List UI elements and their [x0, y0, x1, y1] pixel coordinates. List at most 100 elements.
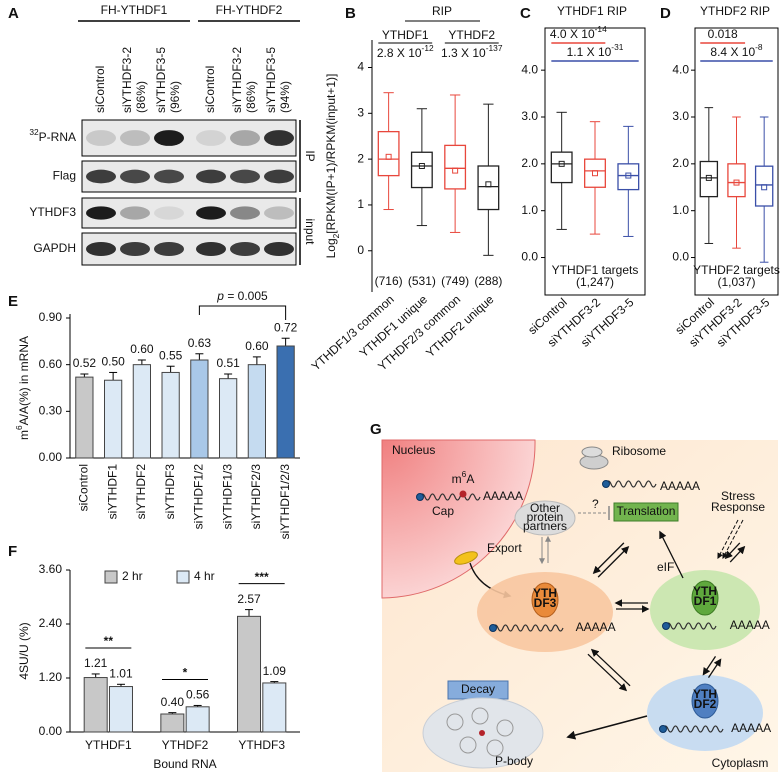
bar [161, 371, 180, 459]
protein [691, 683, 719, 719]
translation-label: Translation [617, 504, 676, 518]
count-label: (288) [474, 274, 502, 288]
y-axis-label: m6A/A(%) in mRNA [14, 336, 31, 440]
comparison-label-part: 8.4 X 10 [710, 45, 755, 59]
bar [160, 713, 185, 733]
comparison-label-part: -14 [595, 24, 607, 34]
p-value-part: 2.8 X 10 [377, 46, 422, 60]
panel-label: A [8, 5, 19, 22]
poly-a: AAAAA [576, 620, 616, 634]
decay-label: Decay [461, 682, 495, 696]
band [120, 130, 150, 146]
y-axis-label-part: m [17, 430, 31, 440]
x-tick-label: siControl [77, 464, 91, 511]
x-tick-label: siYTHDF1/2 [192, 464, 206, 530]
band [230, 169, 260, 184]
x-tick-label: siYTHDF1/2/3 [278, 464, 292, 540]
comparison-label-part: 4.0 X 10 [550, 27, 595, 41]
p-value-part: -12 [422, 43, 434, 53]
band [264, 169, 294, 184]
poly-a: AAAAA [731, 721, 771, 735]
arrow [707, 658, 722, 679]
band [264, 130, 294, 146]
mean [592, 170, 598, 177]
plot-frame [544, 27, 646, 296]
count-label: (531) [408, 274, 436, 288]
nucleus [381, 439, 536, 599]
bar [132, 364, 151, 459]
y-tick-label: 0 [357, 243, 364, 257]
band [196, 241, 226, 257]
band [154, 206, 184, 220]
box [617, 163, 640, 191]
group-label: YTHDF2 [448, 28, 495, 42]
group-header: FH-YTHDF1 [101, 3, 168, 17]
side-label: input [303, 218, 317, 245]
bar [108, 686, 133, 733]
value-label: 0.72 [274, 320, 298, 334]
panel-label: E [8, 293, 18, 310]
significance-label: * [183, 666, 188, 680]
y-axis-label-part: 2 [331, 233, 341, 238]
p-value-part: 1.3 X 10 [441, 46, 486, 60]
value-label: 1.09 [263, 664, 287, 678]
box [550, 151, 573, 184]
bar [247, 364, 266, 459]
poly-a: AAAAA [660, 479, 700, 493]
arrow [592, 542, 625, 574]
legend-swatch [176, 570, 190, 584]
protein [691, 580, 719, 616]
lane-label: siYTHDF3-2 [230, 47, 244, 113]
annotation: (1,037) [717, 275, 755, 289]
partners-label: protein [527, 510, 564, 524]
box [477, 165, 500, 211]
x-tick-label: siYTHDF2/3 [249, 464, 263, 530]
value-label: 1.01 [109, 666, 133, 680]
y-tick-label: 1.20 [39, 670, 63, 684]
y-tick-label: 0.0 [521, 250, 538, 264]
y-tick-label: 3 [357, 105, 364, 119]
comparison-label: 8.4 X 10-8 [710, 42, 762, 59]
mrna [665, 622, 717, 630]
band [86, 130, 116, 146]
y-tick-label: 2 [357, 151, 364, 165]
poly-a: AAAAA [483, 489, 523, 503]
band [230, 241, 260, 257]
bar [75, 376, 94, 459]
row-label-part: GAPDH [33, 241, 76, 255]
protein-label: YTH [693, 687, 717, 701]
mrna [662, 725, 724, 733]
value-label: 0.60 [245, 339, 269, 353]
arrow [724, 542, 741, 560]
y-tick-label: 3.60 [39, 562, 63, 576]
protein-label: DF2 [694, 697, 717, 711]
mean [385, 153, 392, 160]
x-tick-label: siYTHDF2 [134, 464, 148, 520]
p-value: 2.8 X 10-12 [377, 43, 434, 60]
cap [602, 480, 610, 488]
row-label: YTHDF3 [29, 205, 76, 219]
comparison-label: 4.0 X 10-14 [550, 24, 607, 41]
nucleus-label: Nucleus [392, 443, 435, 457]
row-label: Flag [53, 169, 76, 183]
value-label: 0.56 [186, 688, 210, 702]
export-pore [454, 551, 478, 565]
ribosome-label: Ribosome [612, 444, 666, 458]
row-label-part: 32 [29, 127, 39, 137]
annotation: p = 0.005 [216, 289, 268, 303]
chart-title: YTHDF2 RIP [700, 4, 770, 18]
mean [452, 167, 459, 174]
lane-label: siYTHDF3-5 [154, 47, 168, 113]
m6a-label-part: A [466, 472, 474, 486]
y-axis-label: 4SU/U (%) [17, 622, 31, 679]
row-label-part: Flag [53, 169, 76, 183]
y-axis-label-part: A/A(%) in mRNA [17, 336, 31, 425]
side-label: IP [303, 150, 317, 161]
blot-row [81, 232, 297, 266]
y-tick-label: 1 [357, 197, 364, 211]
box [584, 158, 606, 188]
x-tick-label: YTHDF2 [162, 738, 209, 752]
band [86, 206, 116, 220]
y-tick-label: 4.0 [672, 62, 689, 76]
comparison-label-part: 1.1 X 10 [567, 45, 612, 59]
